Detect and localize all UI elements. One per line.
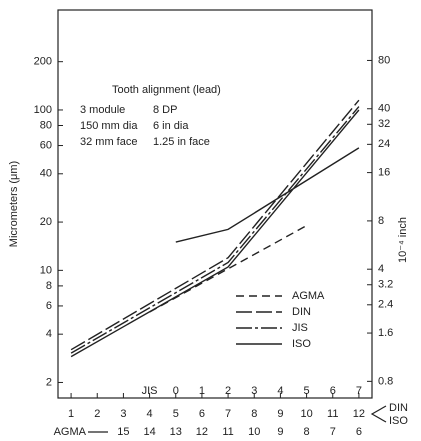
agma-tick-label: 15 [117,426,129,438]
y-axis-label: Micrometers (μm) [8,161,20,247]
y2-tick-label: 3.2 [378,279,393,291]
y2-tick-label: 1.6 [378,327,393,339]
jis-tick-label: 6 [330,385,336,397]
bracket [370,405,387,423]
x-label: DIN [389,402,408,414]
y2-tick-label: 40 [378,103,390,115]
annotation: 150 mm dia [80,120,138,132]
x-tick-label: 8 [251,408,257,420]
agma-tick-label: 8 [304,426,310,438]
y2-tick-label: 4 [378,263,384,275]
jis-tick-label: 5 [304,385,310,397]
y-tick-label: 2 [46,376,52,388]
x-tick-label: 7 [225,408,231,420]
y2-tick-label: 32 [378,118,390,130]
series-line [70,109,360,358]
series-line [70,99,360,351]
y-tick-label: 100 [34,104,52,116]
legend-label: JIS [292,322,308,334]
jis-tick-label: 7 [356,385,362,397]
legend-label: DIN [292,306,311,318]
x-tick-label: 6 [199,408,205,420]
annotation: 6 in dia [153,120,189,132]
y-tick-label: 4 [46,328,52,340]
y2-tick-label: 80 [378,54,390,66]
x-tick-label: 3 [120,408,126,420]
x-tick-label: 2 [94,408,100,420]
y2-tick-label: 2.4 [378,299,393,311]
series-line [70,106,360,354]
legend-label: ISO [292,338,311,350]
jis-tick-label: 3 [251,385,257,397]
agma-tick-label: 13 [170,426,182,438]
jis-tick-label: 2 [225,385,231,397]
y2-axis-label: 10⁻⁴ inch [397,217,409,263]
y-tick-label: 80 [40,119,52,131]
jis-tick-label: 1 [199,385,205,397]
annotation: 3 module [80,104,125,116]
agma-tick-label: 11 [222,426,233,438]
annotation-title: Tooth alignment (lead) [112,84,221,96]
y2-tick-label: 8 [378,215,384,227]
agma-tick-label: 7 [330,426,336,438]
agma-tick-label: 10 [248,426,260,438]
jis-tick-label: 0 [173,385,179,397]
y-tick-label: 10 [40,264,52,276]
jis-axis-name: JIS [142,385,158,397]
x-tick-label: 4 [147,408,153,420]
legend-label: AGMA [292,290,325,302]
agma-tick-label: 14 [143,426,155,438]
annotation: 8 DP [153,104,177,116]
x-tick-label: 10 [300,408,312,420]
y-tick-label: 20 [40,216,52,228]
agma-tick-label: 9 [277,426,283,438]
y2-tick-label: 16 [378,167,390,179]
y2-tick-label: 24 [378,138,390,150]
x-tick-label: 9 [277,408,283,420]
y2-tick-label: 0.8 [378,375,393,387]
y-tick-label: 200 [34,56,52,68]
jis-tick-label: 4 [277,385,283,397]
x-tick-label: 11 [327,408,338,420]
agma-axis-name: AGMA [54,426,87,438]
x-tick-label: 5 [173,408,179,420]
annotation: 1.25 in face [153,136,210,148]
agma-tick-label: 6 [356,426,362,438]
x-tick-label: 1 [68,408,74,420]
y-tick-label: 8 [46,280,52,292]
y-tick-label: 60 [40,139,52,151]
x-tick-label: 12 [353,408,365,420]
y-tick-label: 40 [40,168,52,180]
y-tick-label: 6 [46,300,52,312]
x-label: ISO [389,415,408,427]
annotation: 32 mm face [80,136,137,148]
plot-frame [57,9,373,399]
agma-tick-label: 12 [196,426,208,438]
